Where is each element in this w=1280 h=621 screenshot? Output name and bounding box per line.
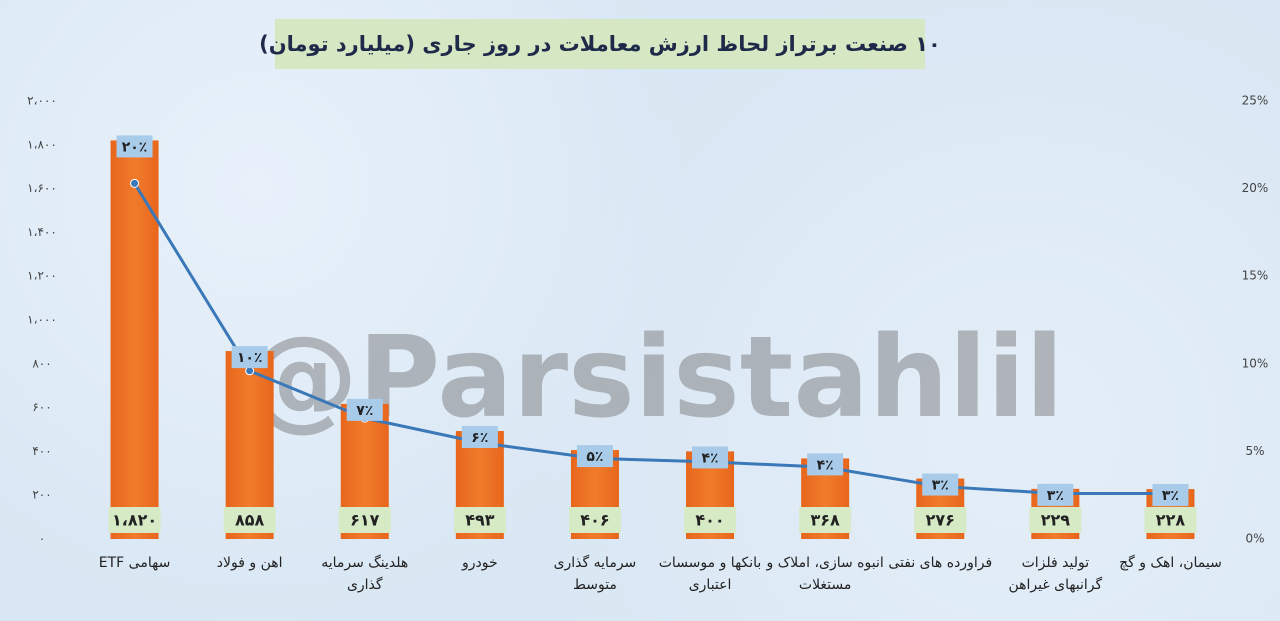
value-label-box — [568, 507, 621, 533]
x-tick-label: خودرو — [462, 555, 498, 571]
value-label: ۳۶۸ — [811, 511, 841, 530]
y-tick-label: ۱،۲۰۰ — [27, 269, 57, 283]
x-tick-label: سهامی ETF — [98, 555, 171, 571]
value-label-box — [1029, 507, 1082, 533]
x-tick-label: فراورده های نفتی — [888, 555, 993, 571]
value-label-box — [807, 453, 844, 476]
value-label-box — [692, 446, 729, 469]
value-label: ۲۲۸ — [1156, 511, 1186, 530]
value-label-box — [1152, 484, 1189, 507]
y-tick-label: ۱،۰۰۰ — [27, 313, 57, 327]
line — [133, 182, 1171, 495]
value-label-box — [684, 507, 737, 533]
line-marker — [130, 178, 140, 188]
value-label-box — [922, 473, 959, 496]
value-label-box — [116, 135, 153, 158]
value-label: ۱۰٪ — [237, 350, 263, 366]
value-label: ۴۹۳ — [465, 511, 495, 530]
value-label: ۵٪ — [586, 449, 603, 465]
value-label: ۲۰٪ — [122, 139, 148, 155]
y-tick-label: ۴۰۰ — [32, 444, 51, 458]
value-label-box — [914, 507, 967, 533]
value-label-box — [231, 346, 268, 369]
x-tick-label: هلدینگ سرمایه گذاری — [321, 555, 409, 593]
value-label-box — [108, 507, 161, 533]
y-tick-label: ۱،۸۰۰ — [27, 137, 57, 151]
x-tick-label: سرمایه گذاری متوسط — [553, 555, 637, 593]
value-label: ۲۷۶ — [926, 511, 955, 530]
value-label: ۱،۸۲۰ — [112, 511, 157, 530]
y-tick-label: ۲۰۰ — [32, 488, 51, 502]
value-label: ۴٪ — [702, 450, 719, 466]
value-label-box — [223, 507, 276, 533]
y2-tick-label: 25% — [1242, 94, 1269, 108]
value-label: ۳٪ — [1162, 488, 1179, 504]
y-tick-label: ۸۰۰ — [32, 356, 51, 370]
value-label: ۷٪ — [356, 403, 373, 419]
y2-tick-label: 10% — [1242, 356, 1269, 370]
value-label: ۴۰۰ — [695, 511, 724, 530]
y-tick-label: ۱،۶۰۰ — [27, 181, 57, 195]
value-label-box — [453, 507, 506, 533]
value-label-box — [1144, 507, 1197, 533]
value-label-box — [1037, 483, 1074, 506]
value-label-box — [338, 507, 391, 533]
bar — [110, 140, 159, 540]
title-box — [275, 19, 925, 69]
value-label: ۶٪ — [471, 430, 488, 446]
value-label: ۶۱۷ — [350, 511, 380, 530]
value-label: ۴۰۶ — [580, 511, 609, 530]
y2-tick-label: 15% — [1242, 269, 1269, 283]
y2-tick-label: 5% — [1245, 444, 1264, 458]
value-label-box — [799, 507, 852, 533]
value-label-box — [346, 398, 383, 421]
chart-title: ۱۰ صنعت برتراز لحاظ ارزش معاملات در روز … — [259, 32, 941, 56]
value-label: ۳٪ — [1047, 488, 1064, 504]
y-tick-label: ۱،۴۰۰ — [27, 225, 57, 239]
value-label: ۳٪ — [932, 478, 949, 494]
y-tick-label: ۶۰۰ — [32, 400, 51, 414]
x-tick-label: اهن و فولاد — [216, 555, 283, 571]
y2-tick-label: 20% — [1242, 181, 1269, 195]
value-label: ۸۵۸ — [235, 511, 265, 530]
y-tick-label: ۲،۰۰۰ — [27, 94, 57, 108]
value-label: ۲۲۹ — [1041, 511, 1071, 530]
x-tick-label: تولید فلزات گرانبهای غیراهن — [1008, 555, 1103, 593]
y-tick-label: ۰ — [39, 532, 45, 546]
x-tick-label: سیمان، اهک و گچ — [1119, 555, 1222, 571]
x-tick-label: بانکها و موسسات اعتباری — [658, 555, 762, 593]
y2-tick-label: 0% — [1245, 532, 1264, 546]
value-label-box — [461, 426, 498, 449]
value-label-box — [576, 445, 613, 468]
value-label: ۴٪ — [817, 457, 834, 473]
x-tick-label: انبوه سازی، املاک و مستغلات — [766, 555, 884, 593]
